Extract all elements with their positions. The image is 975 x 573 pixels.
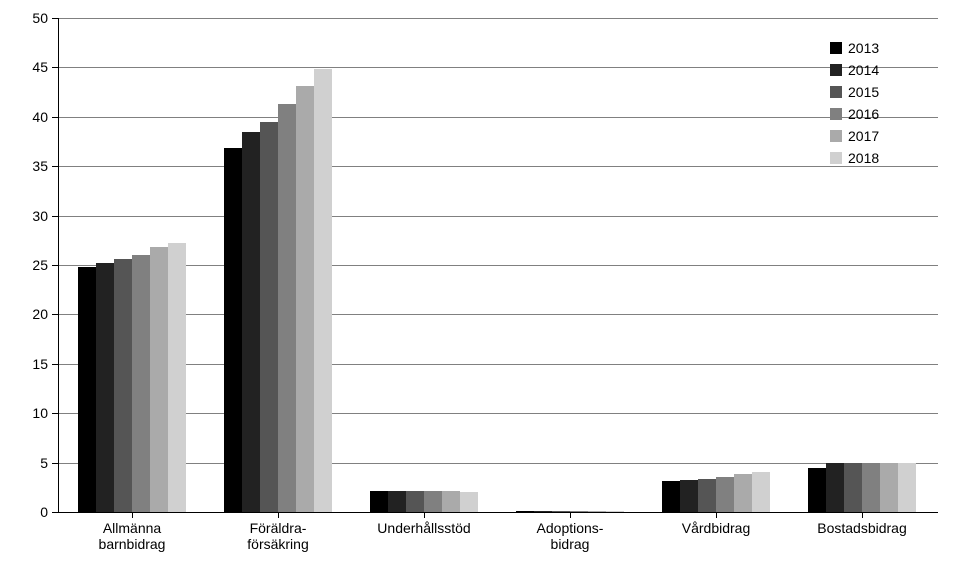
bar xyxy=(224,148,242,512)
x-tick-label: Underhållsstöd xyxy=(354,520,494,536)
plot-area: 05101520253035404550Allmänna barnbidragF… xyxy=(58,18,938,512)
gridline xyxy=(58,364,938,365)
bar xyxy=(862,463,880,512)
x-tick xyxy=(570,512,571,518)
x-tick-label: Föräldra- försäkring xyxy=(208,520,348,552)
x-tick xyxy=(278,512,279,518)
bar xyxy=(260,122,278,512)
legend-label: 2013 xyxy=(848,40,879,56)
gridline xyxy=(58,166,938,167)
x-tick xyxy=(862,512,863,518)
gridline xyxy=(58,314,938,315)
legend-swatch xyxy=(830,108,842,120)
gridline xyxy=(58,67,938,68)
bar xyxy=(96,263,114,512)
bar xyxy=(168,243,186,512)
y-tick-label: 10 xyxy=(32,405,48,421)
gridline xyxy=(58,117,938,118)
bar xyxy=(716,477,734,512)
bar xyxy=(734,474,752,512)
legend-swatch xyxy=(830,86,842,98)
x-tick xyxy=(716,512,717,518)
bar xyxy=(424,491,442,512)
bar xyxy=(516,511,534,512)
y-tick-label: 0 xyxy=(40,504,48,520)
bar xyxy=(662,481,680,512)
bar xyxy=(114,259,132,512)
legend-swatch xyxy=(830,152,842,164)
gridline xyxy=(58,216,938,217)
legend-swatch xyxy=(830,130,842,142)
legend-label: 2014 xyxy=(848,62,879,78)
legend-label: 2017 xyxy=(848,128,879,144)
legend-item: 2015 xyxy=(830,84,879,100)
bar xyxy=(406,491,424,512)
y-axis xyxy=(58,18,59,512)
bar xyxy=(588,511,606,512)
x-tick-label: Vårdbidrag xyxy=(646,520,786,536)
bar xyxy=(296,86,314,512)
y-tick-label: 15 xyxy=(32,356,48,372)
bar xyxy=(606,511,624,512)
bar xyxy=(314,69,332,512)
bar xyxy=(898,463,916,512)
bar xyxy=(132,255,150,512)
legend-item: 2016 xyxy=(830,106,879,122)
gridline xyxy=(58,512,938,513)
x-tick xyxy=(132,512,133,518)
y-tick-label: 45 xyxy=(32,59,48,75)
gridline xyxy=(58,18,938,19)
gridline xyxy=(58,265,938,266)
legend-item: 2014 xyxy=(830,62,879,78)
y-tick-label: 50 xyxy=(32,10,48,26)
bar xyxy=(808,468,826,512)
legend-label: 2015 xyxy=(848,84,879,100)
bar xyxy=(278,104,296,512)
legend-swatch xyxy=(830,42,842,54)
bar xyxy=(752,472,770,512)
bar xyxy=(150,247,168,512)
bar xyxy=(370,491,388,512)
bar xyxy=(534,511,552,512)
bar xyxy=(880,463,898,512)
gridline xyxy=(58,463,938,464)
legend-label: 2018 xyxy=(848,150,879,166)
y-tick xyxy=(52,512,58,513)
legend-item: 2013 xyxy=(830,40,879,56)
bar xyxy=(552,511,570,512)
y-tick-label: 5 xyxy=(40,455,48,471)
bar xyxy=(570,511,588,512)
legend-item: 2018 xyxy=(830,150,879,166)
x-tick xyxy=(424,512,425,518)
y-tick-label: 30 xyxy=(32,208,48,224)
y-tick-label: 35 xyxy=(32,158,48,174)
y-tick-label: 40 xyxy=(32,109,48,125)
y-tick-label: 20 xyxy=(32,306,48,322)
bar xyxy=(242,132,260,512)
bar xyxy=(460,492,478,512)
legend-swatch xyxy=(830,64,842,76)
legend: 2013 2014 2015 2016 2017 2018 xyxy=(830,40,879,166)
x-tick-label: Bostadsbidrag xyxy=(792,520,932,536)
bar xyxy=(680,480,698,512)
bar xyxy=(78,267,96,512)
bar xyxy=(388,491,406,512)
x-tick-label: Allmänna barnbidrag xyxy=(62,520,202,552)
bar xyxy=(698,479,716,512)
bar xyxy=(442,491,460,512)
gridline xyxy=(58,413,938,414)
legend-label: 2016 xyxy=(848,106,879,122)
chart-container: 0 5 10 15 20 25 30 35 40 45 50 Allmänna barnbidragF… xyxy=(0,0,975,573)
bar xyxy=(826,463,844,512)
bar xyxy=(844,463,862,512)
x-tick-label: Adoptions- bidrag xyxy=(500,520,640,552)
y-tick-label: 25 xyxy=(32,257,48,273)
legend-item: 2017 xyxy=(830,128,879,144)
